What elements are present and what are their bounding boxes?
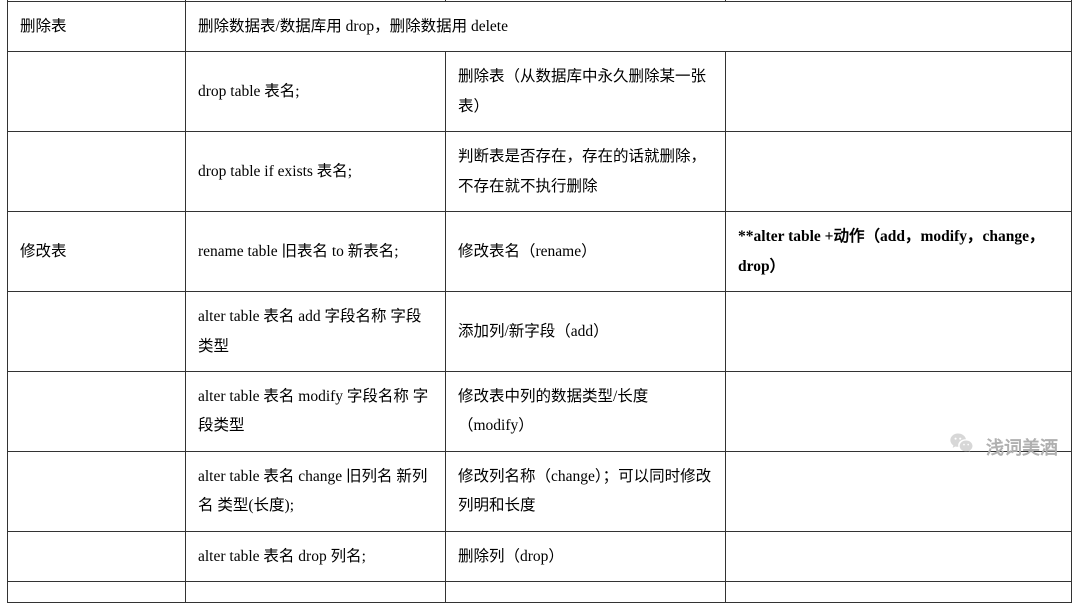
cell bbox=[726, 132, 1072, 212]
table-row: 删除表 删除数据表/数据库用 drop，删除数据用 delete bbox=[8, 2, 1072, 52]
cell bbox=[186, 582, 446, 603]
cell-command: rename table 旧表名 to 新表名; bbox=[186, 212, 446, 292]
cell bbox=[726, 531, 1072, 581]
table-row: alter table 表名 add 字段名称 字段类型 添加列/新字段（add… bbox=[8, 292, 1072, 372]
cell bbox=[8, 371, 186, 451]
cell-description: 判断表是否存在，存在的话就删除，不存在就不执行删除 bbox=[446, 132, 726, 212]
cell-command: alter table 表名 add 字段名称 字段类型 bbox=[186, 292, 446, 372]
cell bbox=[8, 132, 186, 212]
cell-description: 修改表中列的数据类型/长度（modify） bbox=[446, 371, 726, 451]
section-label: 删除表 bbox=[8, 2, 186, 52]
cell-command: drop table 表名; bbox=[186, 52, 446, 132]
cell-description: 添加列/新字段（add） bbox=[446, 292, 726, 372]
table-row: drop table if exists 表名; 判断表是否存在，存在的话就删除… bbox=[8, 132, 1072, 212]
cell-description: 修改表名（rename） bbox=[446, 212, 726, 292]
cell bbox=[446, 582, 726, 603]
table-row bbox=[8, 582, 1072, 603]
cell-command: alter table 表名 drop 列名; bbox=[186, 531, 446, 581]
cell-command: alter table 表名 change 旧列名 新列名 类型(长度); bbox=[186, 451, 446, 531]
cell bbox=[726, 582, 1072, 603]
cell bbox=[8, 451, 186, 531]
cell bbox=[726, 451, 1072, 531]
cell-note: **alter table +动作（add，modify，change，drop… bbox=[726, 212, 1072, 292]
table-row: alter table 表名 modify 字段名称 字段类型 修改表中列的数据… bbox=[8, 371, 1072, 451]
table-row: drop table 表名; 删除表（从数据库中永久删除某一张表） bbox=[8, 52, 1072, 132]
cell-description: 修改列名称（change）；可以同时修改列明和长度 bbox=[446, 451, 726, 531]
section-label: 修改表 bbox=[8, 212, 186, 292]
table-row: alter table 表名 change 旧列名 新列名 类型(长度); 修改… bbox=[8, 451, 1072, 531]
table-row: 修改表 rename table 旧表名 to 新表名; 修改表名（rename… bbox=[8, 212, 1072, 292]
cell-description: 删除列（drop） bbox=[446, 531, 726, 581]
watermark-text: 浅词美酒 bbox=[986, 434, 1058, 460]
watermark: 浅词美酒 bbox=[948, 430, 1058, 463]
table-row: alter table 表名 drop 列名; 删除列（drop） bbox=[8, 531, 1072, 581]
cell bbox=[8, 292, 186, 372]
cell bbox=[8, 582, 186, 603]
cell bbox=[8, 52, 186, 132]
section-description: 删除数据表/数据库用 drop，删除数据用 delete bbox=[186, 2, 1072, 52]
cell-command: drop table if exists 表名; bbox=[186, 132, 446, 212]
cell-command: alter table 表名 modify 字段名称 字段类型 bbox=[186, 371, 446, 451]
cell bbox=[8, 531, 186, 581]
wechat-icon bbox=[948, 430, 976, 463]
cell bbox=[726, 292, 1072, 372]
cell bbox=[726, 52, 1072, 132]
cell-description: 删除表（从数据库中永久删除某一张表） bbox=[446, 52, 726, 132]
